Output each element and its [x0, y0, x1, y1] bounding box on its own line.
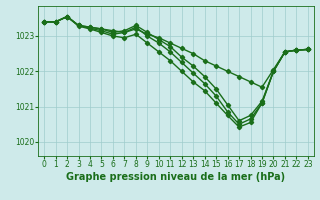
- X-axis label: Graphe pression niveau de la mer (hPa): Graphe pression niveau de la mer (hPa): [67, 172, 285, 182]
